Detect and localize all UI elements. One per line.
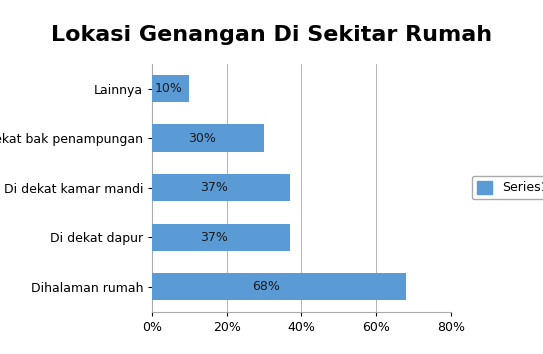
Text: 37%: 37% [200, 230, 228, 244]
Bar [152, 223, 290, 251]
Text: 37%: 37% [200, 181, 228, 194]
Text: 30%: 30% [188, 132, 216, 145]
Legend: Series1: Series1 [472, 176, 543, 199]
Text: Lokasi Genangan Di Sekitar Rumah: Lokasi Genangan Di Sekitar Rumah [51, 25, 492, 45]
Bar [152, 273, 406, 300]
Text: 68%: 68% [252, 280, 280, 293]
Text: 10%: 10% [155, 82, 183, 95]
Bar [152, 75, 190, 102]
Bar [152, 174, 290, 201]
Bar [152, 125, 264, 152]
